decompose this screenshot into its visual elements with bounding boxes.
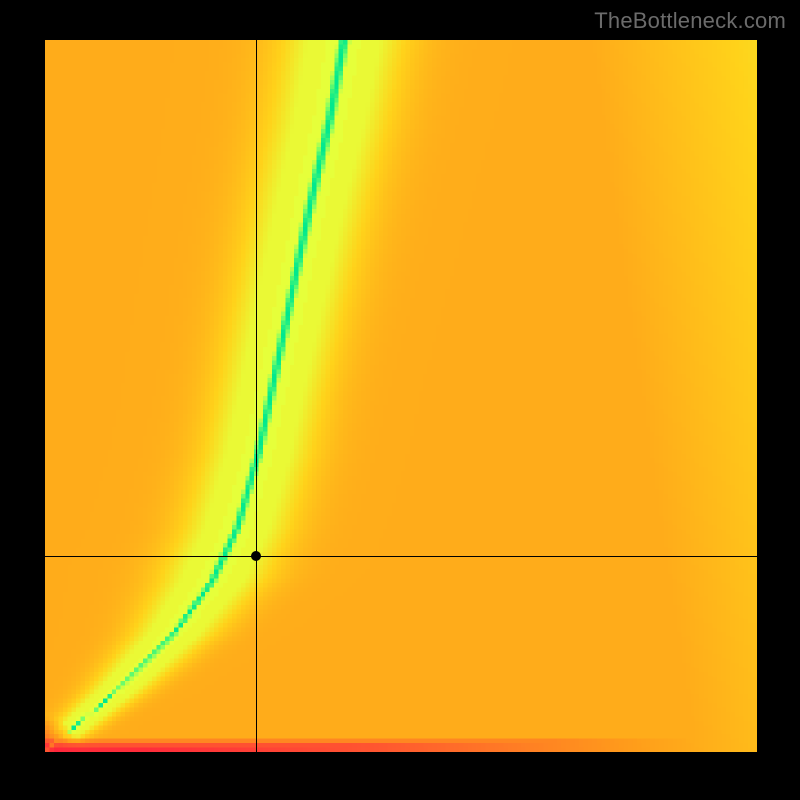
heatmap-canvas <box>45 40 757 752</box>
chart-container: TheBottleneck.com <box>0 0 800 800</box>
watermark-text: TheBottleneck.com <box>594 8 786 34</box>
crosshair-horizontal <box>45 556 757 557</box>
crosshair-dot <box>251 551 261 561</box>
plot-area <box>45 40 757 752</box>
crosshair-vertical <box>256 40 257 752</box>
